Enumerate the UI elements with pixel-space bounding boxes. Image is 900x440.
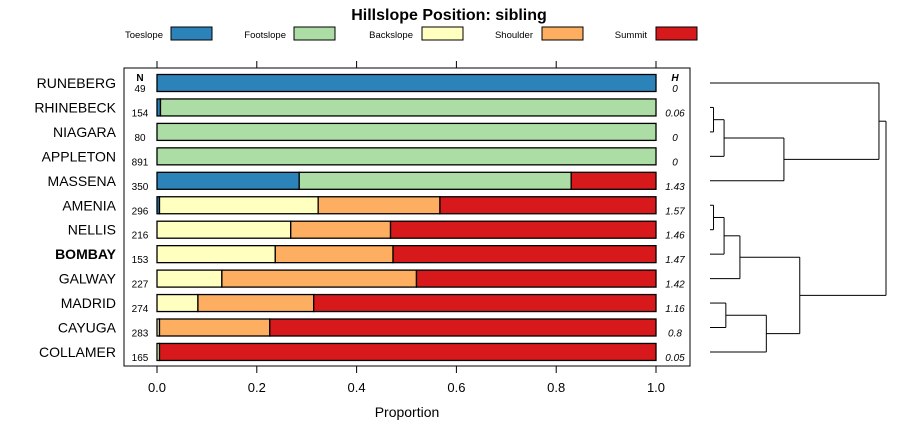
bar-segment-amenia-shoulder — [317, 196, 441, 215]
bar-segment-cayuga-summit — [269, 318, 657, 337]
legend-label-footslope: Footslope — [244, 30, 286, 41]
legend-label-summit: Summit — [615, 30, 648, 41]
plot-frame — [123, 67, 691, 367]
legend-swatch-backslope — [421, 26, 464, 41]
dendrogram — [710, 82, 887, 353]
n-value-galway: 227 — [132, 280, 149, 291]
n-value-rhinebeck: 154 — [132, 108, 149, 119]
legend-label-shoulder: Shoulder — [495, 30, 533, 41]
bar-segment-madrid-shoulder — [197, 293, 315, 313]
legend-swatch-shoulder — [541, 26, 584, 41]
x-tick-label-1: 0.2 — [248, 380, 266, 395]
h-value-cayuga: 0.8 — [668, 329, 682, 340]
bar-segment-massena-footslope — [298, 171, 572, 190]
n-value-appleton: 891 — [132, 157, 149, 168]
x-tick-label-3: 0.6 — [447, 380, 465, 395]
bar-segment-massena-summit — [570, 171, 657, 190]
bar-segment-massena-toeslope — [156, 171, 300, 190]
n-value-collamer: 165 — [132, 353, 149, 364]
row-label-galway: GALWAY — [59, 271, 117, 287]
h-value-amenia: 1.57 — [665, 206, 685, 217]
n-value-cayuga: 283 — [132, 329, 149, 340]
n-value-massena: 350 — [132, 182, 149, 193]
row-label-nellis: NELLIS — [68, 222, 116, 238]
bar-segment-collamer-summit — [158, 342, 657, 362]
row-label-madrid: MADRID — [61, 295, 116, 311]
h-value-runeberg: 0 — [672, 84, 678, 95]
bar-segment-cayuga-shoulder — [158, 318, 271, 337]
bar-segment-runeberg-toeslope — [156, 73, 657, 93]
bar-segment-nellis-backslope — [156, 220, 292, 239]
bar-segment-amenia-backslope — [158, 196, 319, 215]
x-axis-label: Proportion — [375, 404, 440, 420]
x-axis: 0.0 0.2 0.4 0.6 0.8 1.0 — [148, 61, 665, 395]
x-tick-label-4: 0.8 — [547, 380, 565, 395]
n-value-nellis: 216 — [132, 231, 149, 242]
legend-swatch-toeslope — [170, 26, 213, 41]
n-value-bombay: 153 — [132, 255, 149, 266]
row-label-niagara: NIAGARA — [53, 124, 117, 140]
h-value-niagara: 0 — [672, 133, 678, 144]
bar-segment-madrid-summit — [313, 293, 657, 313]
h-value-galway: 1.42 — [665, 280, 685, 291]
bar-segment-galway-backslope — [156, 269, 223, 288]
x-tick-label-2: 0.4 — [348, 380, 366, 395]
bar-segment-amenia-summit — [439, 196, 657, 215]
bars-group: RUNEBERG 49 0 RHINEBECK 154 0.06 NIAGARA 80 0 APP… — [34, 73, 685, 364]
bar-segment-nellis-summit — [389, 220, 657, 239]
n-value-amenia: 296 — [132, 206, 149, 217]
legend-label-backslope: Backslope — [369, 30, 413, 41]
legend-swatch-footslope — [293, 26, 336, 41]
bar-segment-nellis-shoulder — [290, 220, 392, 239]
row-label-rhinebeck: RHINEBECK — [34, 99, 116, 115]
h-value-collamer: 0.05 — [665, 353, 685, 364]
row-label-cayuga: CAYUGA — [58, 320, 117, 336]
h-column-header: H — [671, 73, 679, 84]
chart-title: Hillslope Position: sibling — [351, 7, 547, 24]
bar-segment-niagara-footslope — [156, 122, 657, 142]
bar-segment-galway-shoulder — [221, 269, 418, 288]
n-value-runeberg: 49 — [134, 84, 146, 95]
h-value-massena: 1.43 — [665, 182, 685, 193]
row-label-massena: MASSENA — [48, 173, 117, 189]
n-value-madrid: 274 — [132, 304, 149, 315]
row-label-bombay: BOMBAY — [55, 246, 117, 262]
h-value-madrid: 1.16 — [665, 304, 685, 315]
bar-segment-madrid-backslope — [156, 293, 199, 313]
h-value-rhinebeck: 0.06 — [665, 108, 685, 119]
row-label-amenia: AMENIA — [62, 197, 116, 213]
legend: Toeslope Footslope Backslope Shoulder Summit — [125, 26, 698, 41]
h-value-nellis: 1.46 — [665, 231, 685, 242]
legend-swatch-summit — [655, 26, 698, 41]
h-value-appleton: 0 — [672, 157, 678, 168]
n-column-header: N — [136, 73, 143, 84]
n-value-niagara: 80 — [134, 133, 146, 144]
x-tick-label-0: 0.0 — [148, 380, 166, 395]
bar-segment-rhinebeck-footslope — [159, 98, 657, 117]
x-tick-label-5: 1.0 — [647, 380, 665, 395]
bar-segment-appleton-footslope — [156, 147, 657, 166]
legend-label-toeslope: Toeslope — [125, 30, 163, 41]
row-label-collamer: COLLAMER — [39, 344, 116, 360]
row-label-runeberg: RUNEBERG — [37, 75, 116, 91]
h-value-bombay: 1.47 — [665, 255, 685, 266]
bar-segment-galway-summit — [415, 269, 657, 288]
bar-segment-bombay-backslope — [156, 244, 276, 264]
bar-segment-bombay-summit — [392, 244, 657, 264]
row-label-appleton: APPLETON — [42, 148, 116, 164]
bar-segment-bombay-shoulder — [274, 244, 394, 264]
